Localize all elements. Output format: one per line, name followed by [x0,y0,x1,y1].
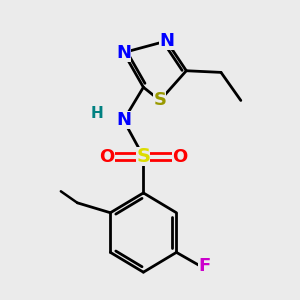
Text: S: S [153,92,167,110]
Text: O: O [172,148,187,166]
Text: F: F [198,256,211,274]
Text: H: H [91,106,103,121]
Text: N: N [159,32,174,50]
Text: N: N [116,44,131,62]
Text: S: S [136,147,150,166]
Text: N: N [116,111,131,129]
Text: O: O [99,148,115,166]
